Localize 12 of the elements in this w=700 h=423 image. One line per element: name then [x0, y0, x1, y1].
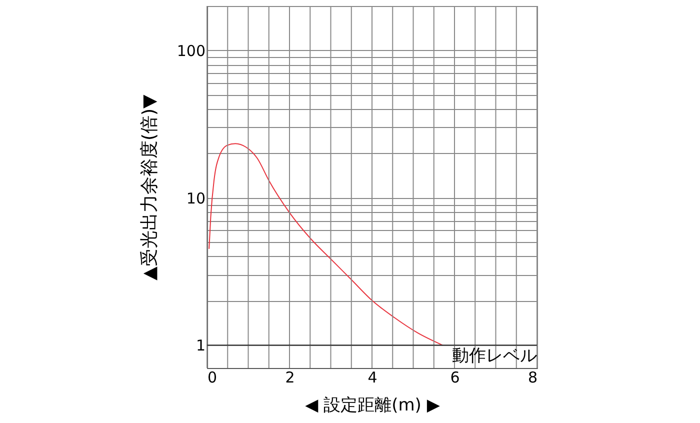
x-axis-title: ◀ 設定距離(m) ▶ — [305, 396, 441, 416]
line-series — [208, 143, 444, 346]
x-tick-label: 4 — [368, 368, 378, 386]
x-tick-label: 8 — [528, 368, 538, 386]
y-tick-label: 10 — [186, 189, 206, 208]
y-tick-label: 1 — [196, 336, 206, 355]
x-tick-label: 2 — [285, 368, 295, 386]
ref-line-label: 動作レベル — [452, 346, 537, 366]
y-axis-title: ▲受光出力余裕度(倍)▼ — [138, 94, 160, 280]
x-tick-label: 0 — [208, 368, 218, 386]
y-tick-label: 100 — [176, 42, 206, 60]
x-tick-label: 6 — [450, 368, 460, 386]
